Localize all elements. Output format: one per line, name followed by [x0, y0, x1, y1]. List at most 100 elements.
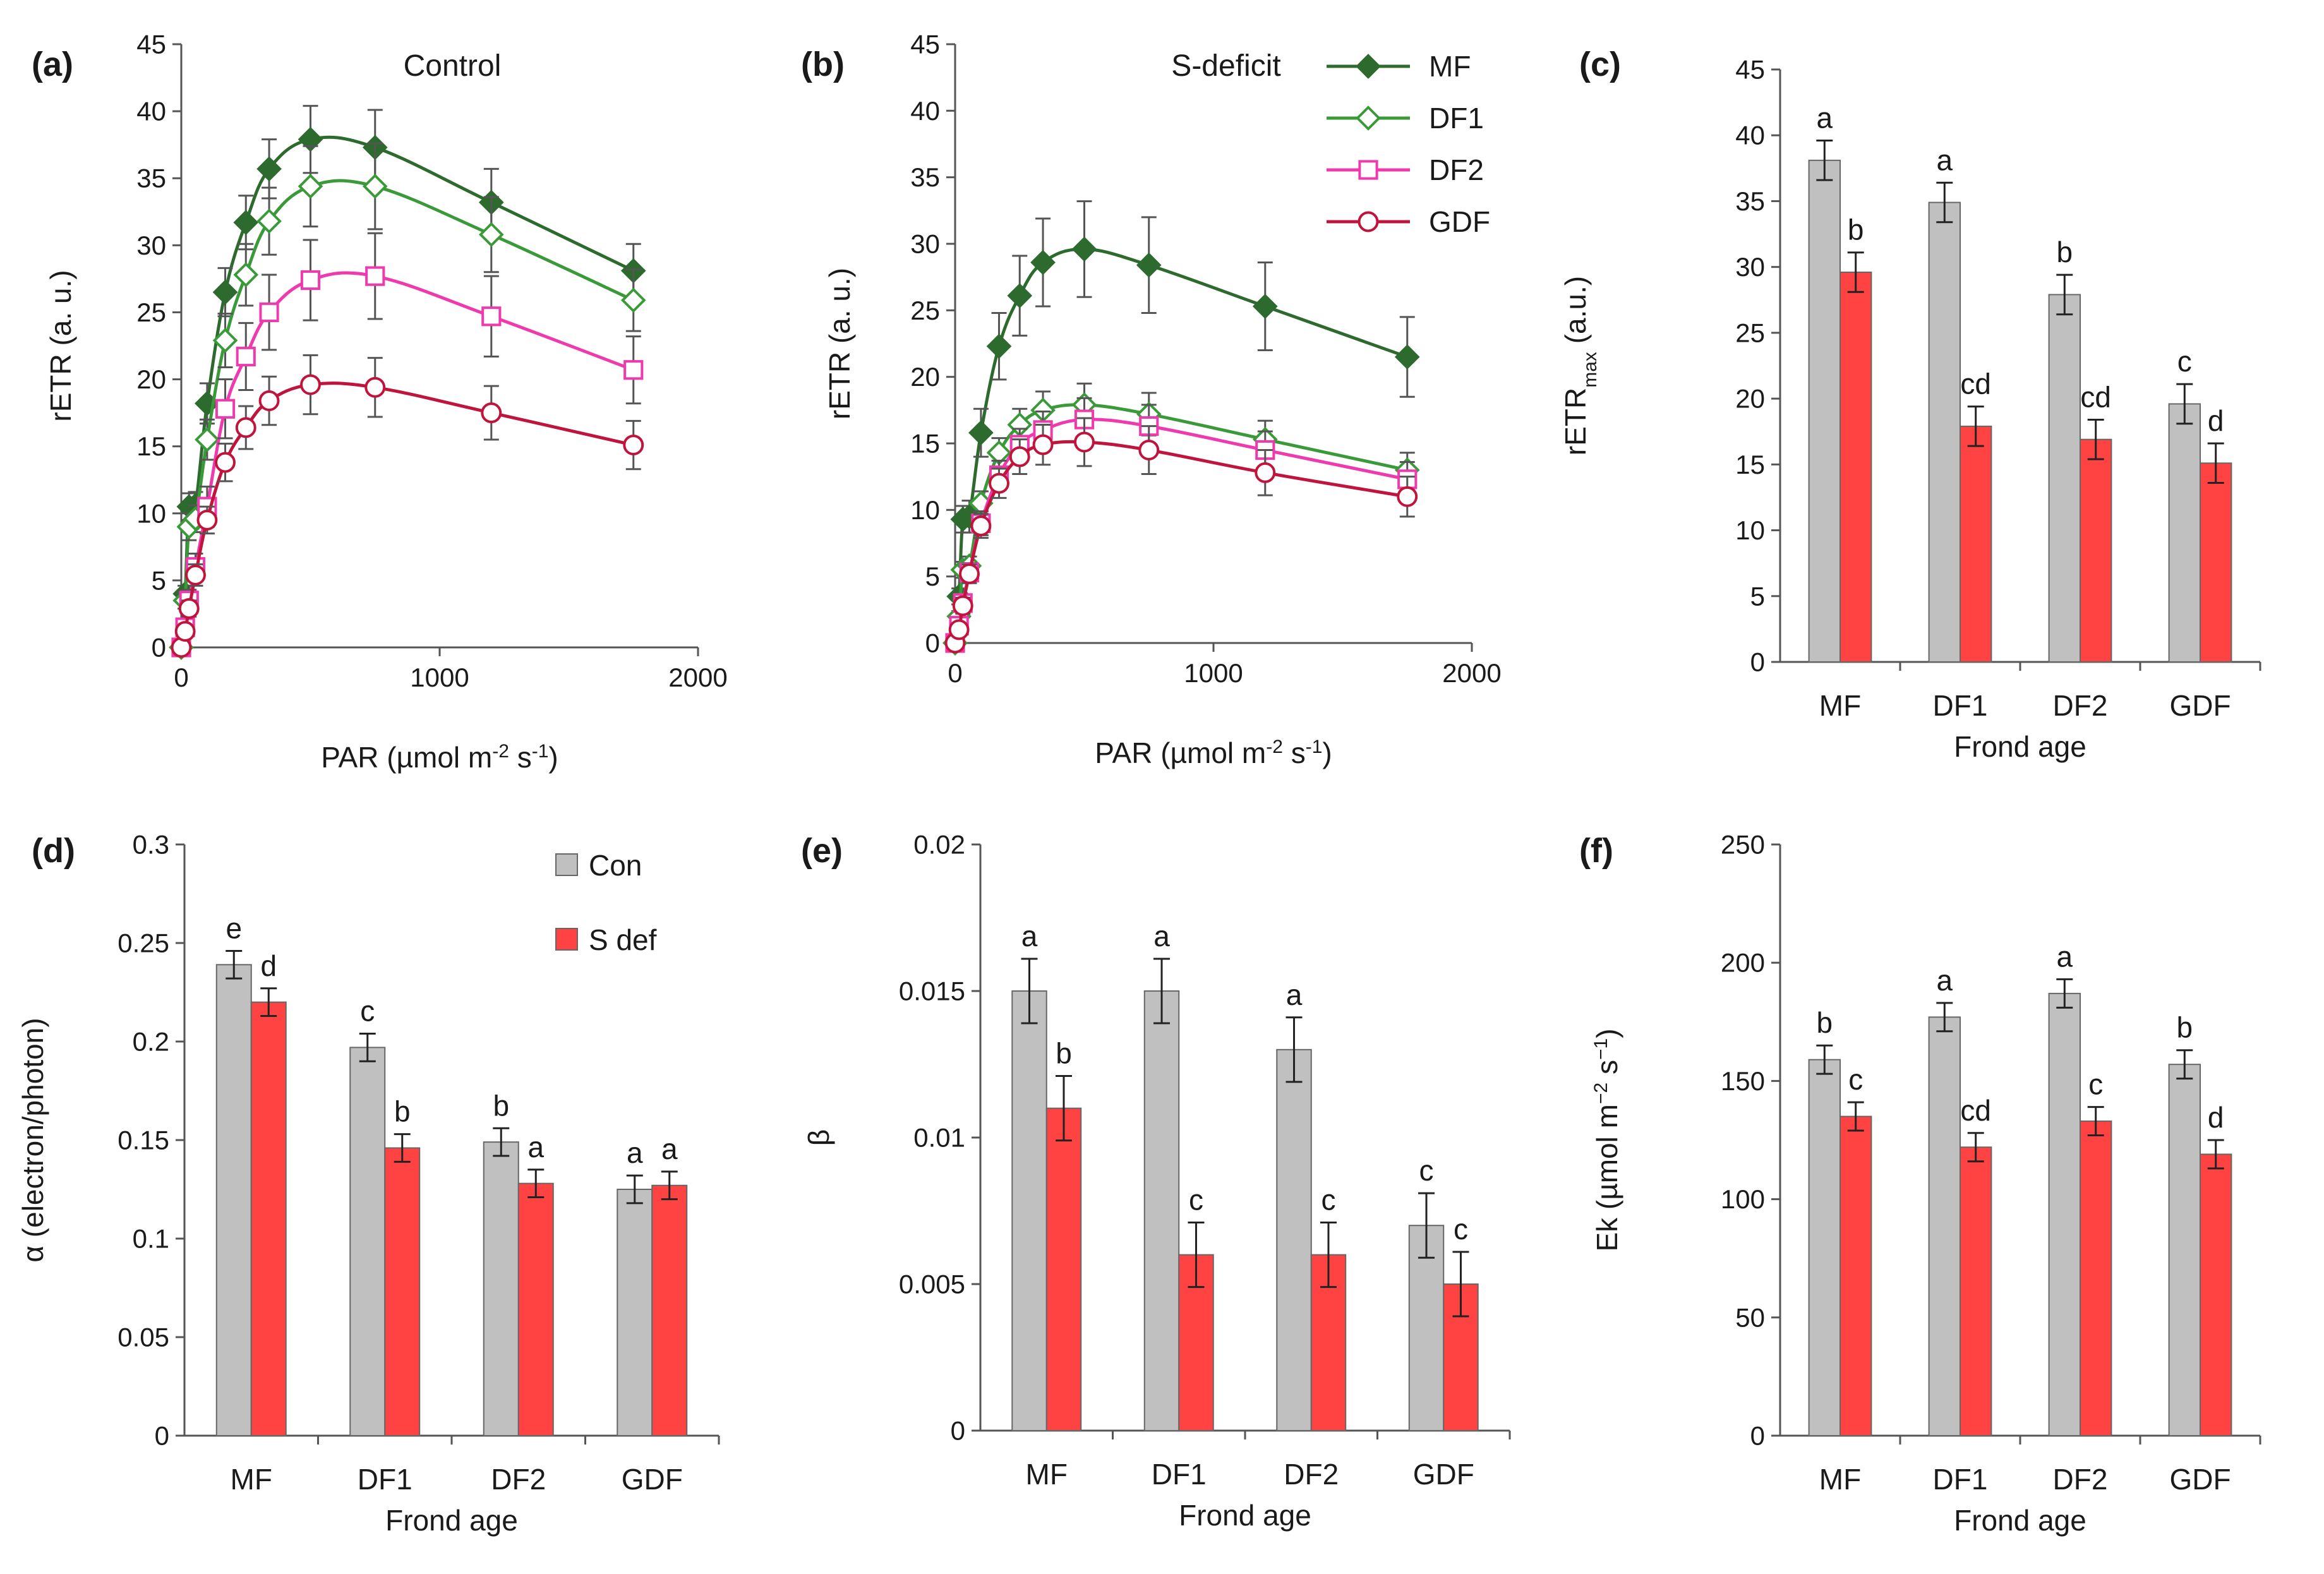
data-point-GDF [1255, 462, 1276, 483]
x-tick-label: DF1 [358, 1463, 412, 1496]
data-point-DF1 [362, 174, 388, 199]
x-tick-label: 0 [948, 658, 962, 688]
y-axis-label-part: (a.u.) [1559, 276, 1592, 352]
significance-letter: a [627, 1136, 643, 1169]
data-point-DF1 [478, 222, 504, 248]
data-point-GDF [1032, 434, 1054, 455]
y-tick-label: 150 [1721, 1066, 1765, 1096]
y-tick-label: 40 [910, 96, 940, 126]
data-point-GDF [970, 515, 992, 537]
x-axis-label-part: -1 [1306, 736, 1323, 757]
significance-letter: b [394, 1095, 411, 1128]
significance-letter: c [360, 995, 375, 1028]
significance-letter: b [2057, 236, 2073, 268]
data-point-DF2 [481, 306, 502, 327]
y-axis-label: α (electron/photon) [16, 1018, 49, 1262]
x-axis-label-part: s [509, 741, 532, 774]
data-point-MF [1007, 283, 1033, 308]
x-tick-label: DF2 [1284, 1458, 1339, 1491]
y-axis-label-part: Ek (µmol m [1591, 1104, 1623, 1252]
y-tick-label: 25 [136, 297, 166, 327]
y-tick-label: 200 [1721, 948, 1765, 978]
data-point-DF1 [233, 262, 259, 287]
y-axis-label-part: −2 [1591, 1083, 1611, 1104]
panel-title: Control [404, 49, 502, 83]
x-axis-label: PAR (µmol m-2 s-1) [1095, 736, 1332, 770]
data-point-DF1 [620, 287, 646, 313]
significance-letter: a [1021, 920, 1038, 952]
x-axis-label-part: PAR (µmol m [1095, 736, 1266, 769]
x-tick-label: DF1 [1933, 1463, 1988, 1496]
legend-label-DF2: DF2 [1429, 153, 1484, 186]
x-axis-label-part: ) [1322, 736, 1332, 769]
significance-letter: a [1286, 978, 1303, 1011]
y-tick-label: 0 [1750, 647, 1765, 677]
y-tick-label: 250 [1721, 830, 1765, 860]
y-tick-label: 0 [951, 1416, 965, 1446]
y-tick-label: 0.005 [899, 1270, 965, 1299]
panel-letter: (c) [1579, 45, 1621, 83]
significance-letter: cd [2080, 380, 2111, 413]
significance-letter: b [1817, 1006, 1833, 1039]
bar-sdef [2080, 438, 2112, 663]
y-tick-label: 0.25 [117, 928, 169, 958]
significance-letter: c [1189, 1184, 1203, 1217]
bar-sdef [2200, 462, 2232, 663]
y-tick-label: 15 [910, 429, 940, 459]
data-point-GDF [623, 435, 644, 455]
x-tick-label: 1000 [410, 663, 469, 692]
data-point-MF [1252, 294, 1278, 319]
bar-con [2048, 294, 2081, 663]
significance-letter: c [1321, 1184, 1335, 1217]
significance-letter: a [1817, 102, 1833, 135]
significance-letter: a [661, 1132, 678, 1165]
data-point-GDF [235, 417, 256, 438]
significance-letter: cd [1960, 1094, 1991, 1127]
data-point-MF [968, 420, 994, 445]
legend-label-MF: MF [1429, 50, 1471, 83]
x-axis-label: Frond age [1954, 730, 2086, 763]
bar-sdef [2080, 1120, 2112, 1436]
panel-b: 0 5 10 15 20 25 30 35 40 45 0 1000 2000 S-deficit PAR … [801, 30, 1502, 770]
x-tick-label: 2000 [668, 663, 727, 692]
y-tick-label: 0.01 [913, 1123, 965, 1153]
x-axis-label-part: -2 [492, 741, 509, 762]
y-axis-label: rETR (a. u.) [44, 270, 77, 421]
data-point-GDF [178, 598, 200, 619]
bar-con [2168, 1064, 2201, 1436]
data-point-DF1 [298, 174, 323, 199]
y-tick-label: 0 [152, 633, 166, 663]
data-point-MF [1071, 236, 1097, 262]
data-point-DF1 [256, 208, 282, 234]
data-point-MF [256, 156, 282, 182]
y-tick-label: 0 [155, 1421, 169, 1451]
significance-letter: c [1419, 1154, 1434, 1187]
y-tick-label: 30 [910, 229, 940, 259]
bar-con [1011, 990, 1047, 1431]
x-axis-label-part: -1 [532, 741, 549, 762]
x-tick-label: MF [231, 1463, 272, 1496]
data-point-GDF [196, 509, 218, 531]
data-point-DF2 [365, 266, 385, 286]
significance-letter: d [2208, 1101, 2224, 1134]
bar-sdef [1045, 1107, 1082, 1431]
y-tick-label: 20 [910, 362, 940, 392]
data-point-GDF [1074, 431, 1095, 453]
y-tick-label: 40 [1735, 121, 1765, 150]
panel-letter: (d) [32, 832, 75, 870]
significance-letter: a [2057, 940, 2073, 973]
panel-letter: (f) [1579, 832, 1613, 870]
panel-a: 0 5 10 15 20 25 30 35 40 45 0 1000 2000 Control PAR (µ… [32, 30, 728, 774]
y-tick-label: 10 [910, 495, 940, 525]
y-tick-label: 0.15 [117, 1126, 169, 1155]
y-tick-label: 20 [1735, 384, 1765, 414]
significance-letter: cd [1960, 368, 1991, 400]
data-point-GDF [959, 563, 980, 584]
y-axis-label-part: max [1580, 352, 1601, 388]
bar-con [2168, 403, 2201, 663]
legend-curves: MF DF1 DF2 GDF [1327, 50, 1490, 238]
bar-con [483, 1141, 519, 1436]
y-axis-label-part: s [1591, 1060, 1623, 1083]
data-point-MF [986, 333, 1012, 359]
bar-sdef [651, 1184, 688, 1436]
